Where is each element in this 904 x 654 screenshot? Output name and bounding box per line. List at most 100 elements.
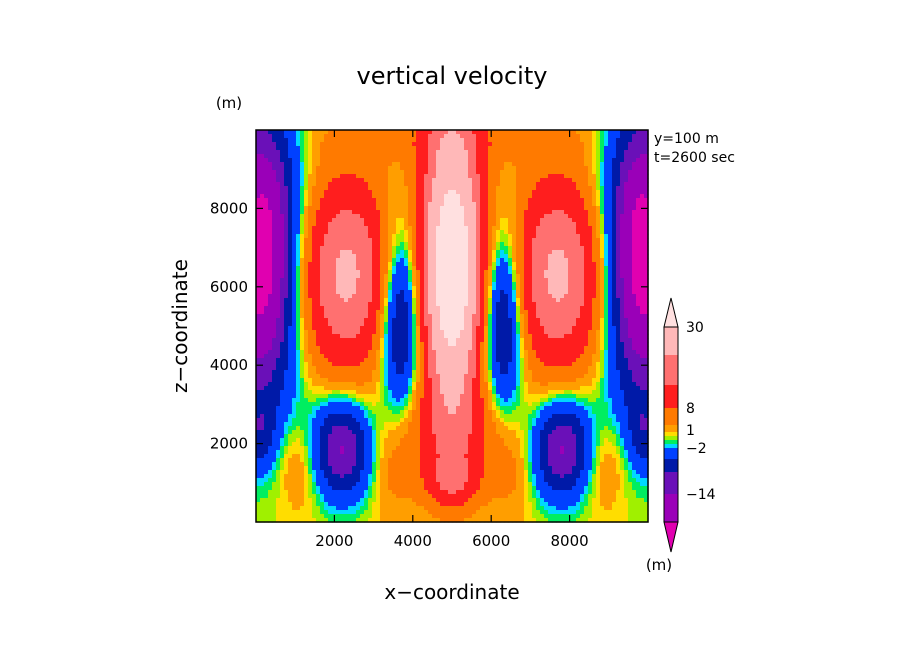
contour-cell: [276, 194, 281, 199]
contour-cell: [284, 234, 289, 239]
contour-cell: [628, 246, 633, 251]
contour-cell: [340, 326, 345, 331]
contour-cell: [376, 250, 381, 255]
contour-cell: [472, 286, 477, 291]
contour-cell: [448, 226, 453, 231]
contour-cell: [460, 202, 465, 207]
contour-cell: [296, 134, 301, 139]
contour-cell: [368, 322, 373, 327]
contour-cell: [504, 274, 509, 279]
contour-cell: [360, 246, 365, 251]
contour-cell: [404, 186, 409, 191]
contour-cell: [564, 266, 569, 271]
contour-cell: [388, 210, 393, 215]
contour-cell: [300, 218, 305, 223]
contour-cell: [424, 290, 429, 295]
contour-cell: [392, 178, 397, 183]
contour-cell: [628, 182, 633, 187]
contour-cell: [364, 206, 369, 211]
contour-cell: [592, 134, 597, 139]
contour-cell: [460, 302, 465, 307]
contour-cell: [344, 266, 349, 271]
contour-cell: [432, 246, 437, 251]
contour-cell: [564, 262, 569, 267]
contour-cell: [268, 230, 273, 235]
contour-cell: [304, 318, 309, 323]
contour-cell: [588, 178, 593, 183]
contour-cell: [480, 130, 485, 135]
contour-cell: [544, 134, 549, 139]
contour-cell: [592, 318, 597, 323]
contour-cell: [404, 158, 409, 163]
contour-cell: [556, 174, 561, 179]
contour-cell: [412, 254, 417, 259]
contour-cell: [328, 282, 333, 287]
contour-cell: [376, 202, 381, 207]
contour-cell: [548, 266, 553, 271]
contour-cell: [352, 242, 357, 247]
contour-cell: [368, 130, 373, 135]
contour-cell: [388, 178, 393, 183]
contour-cell: [504, 258, 509, 263]
contour-cell: [272, 234, 277, 239]
contour-cell: [448, 234, 453, 239]
contour-cell: [332, 206, 337, 211]
contour-cell: [536, 130, 541, 135]
contour-cell: [472, 254, 477, 259]
contour-cell: [468, 282, 473, 287]
contour-cell: [564, 134, 569, 139]
contour-cell: [548, 330, 553, 335]
contour-cell: [368, 222, 373, 227]
contour-cell: [304, 306, 309, 311]
contour-cell: [376, 258, 381, 263]
contour-cell: [584, 146, 589, 151]
contour-cell: [464, 202, 469, 207]
contour-cell: [556, 214, 561, 219]
contour-cell: [412, 246, 417, 251]
contour-cell: [636, 294, 641, 299]
contour-cell: [540, 250, 545, 255]
contour-cell: [412, 210, 417, 215]
contour-cell: [372, 234, 377, 239]
contour-cell: [588, 310, 593, 315]
contour-cell: [312, 218, 317, 223]
contour-cell: [572, 142, 577, 147]
contour-cell: [472, 130, 477, 135]
contour-cell: [264, 314, 269, 319]
contour-cell: [336, 166, 341, 171]
contour-cell: [324, 194, 329, 199]
contour-cell: [636, 138, 641, 143]
contour-cell: [468, 186, 473, 191]
contour-cell: [340, 158, 345, 163]
contour-cell: [408, 150, 413, 155]
contour-cell: [356, 150, 361, 155]
contour-cell: [460, 194, 465, 199]
contour-cell: [508, 226, 513, 231]
contour-cell: [372, 298, 377, 303]
contour-cell: [332, 146, 337, 151]
contour-cell: [640, 186, 645, 191]
contour-cell: [612, 298, 617, 303]
contour-cell: [484, 234, 489, 239]
contour-cell: [576, 198, 581, 203]
contour-cell: [520, 274, 525, 279]
contour-cell: [632, 150, 637, 155]
contour-cell: [604, 230, 609, 235]
contour-cell: [312, 250, 317, 255]
contour-cell: [448, 294, 453, 299]
contour-cell: [268, 294, 273, 299]
contour-cell: [568, 290, 573, 295]
contour-cell: [540, 234, 545, 239]
contour-cell: [504, 286, 509, 291]
contour-cell: [520, 154, 525, 159]
contour-cell: [260, 130, 265, 135]
contour-cell: [540, 166, 545, 171]
contour-cell: [428, 166, 433, 171]
contour-cell: [520, 290, 525, 295]
contour-cell: [552, 230, 557, 235]
contour-cell: [488, 226, 493, 231]
contour-cell: [584, 138, 589, 143]
contour-cell: [540, 146, 545, 151]
contour-cell: [480, 286, 485, 291]
contour-cell: [520, 142, 525, 147]
